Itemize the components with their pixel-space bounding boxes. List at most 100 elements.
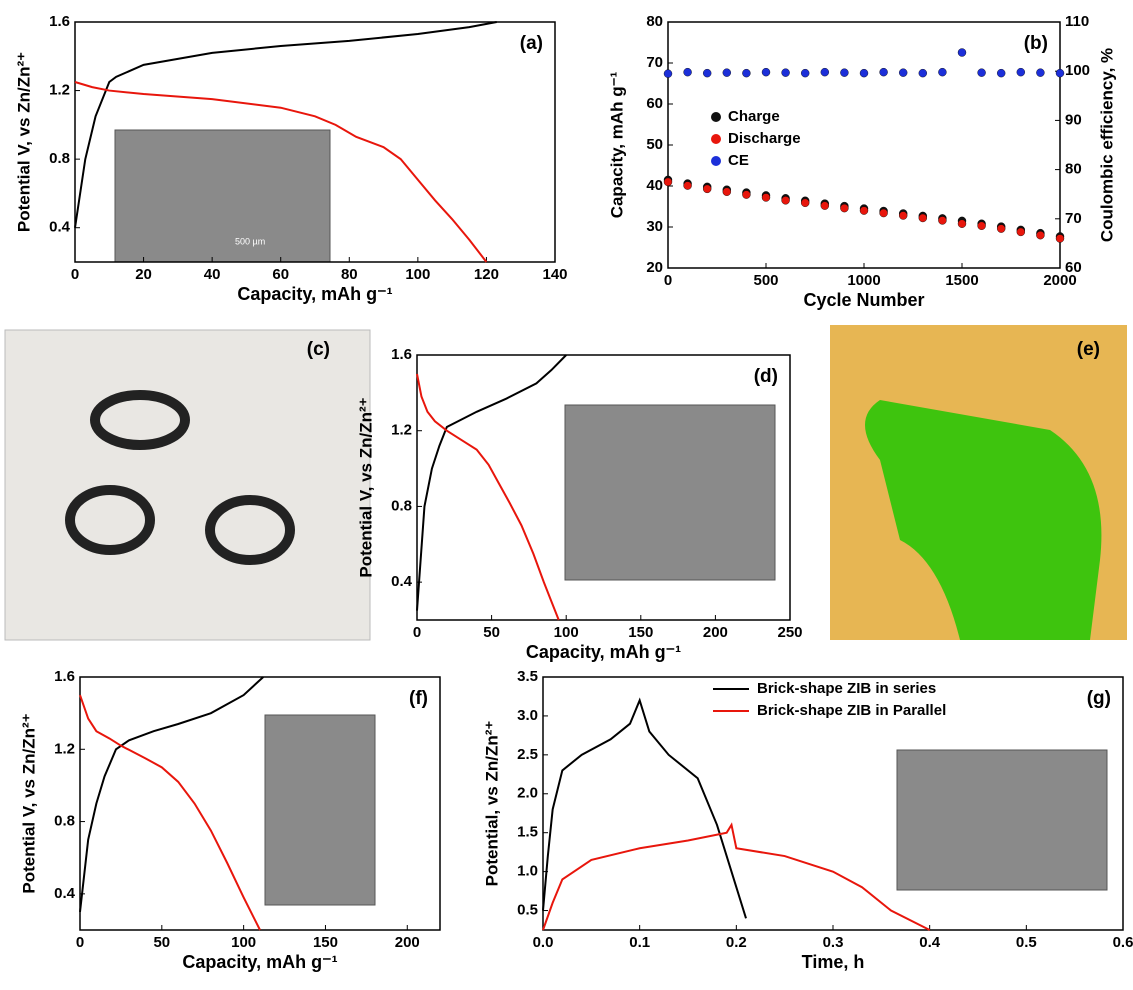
x-tick-label: 0.3 <box>823 934 844 951</box>
y-tick-label: 0.8 <box>49 150 70 167</box>
point <box>762 193 770 201</box>
photo-c <box>5 330 370 640</box>
x-axis-title: Capacity, mAh g⁻¹ <box>237 284 392 304</box>
point <box>762 68 770 76</box>
x-tick-label: 0.0 <box>533 934 554 951</box>
point <box>880 68 888 76</box>
point <box>821 202 829 210</box>
point <box>997 69 1005 77</box>
point <box>899 69 907 77</box>
line <box>543 825 930 930</box>
x-tick-label: 1000 <box>847 272 880 289</box>
y-tick-label: 20 <box>646 259 663 276</box>
legend-symbol <box>711 112 721 122</box>
y-tick-label: 40 <box>646 177 663 194</box>
point <box>801 199 809 207</box>
photo-inset <box>265 715 375 905</box>
x-axis-title: Cycle Number <box>803 290 924 310</box>
x-tick-label: 0.1 <box>629 934 650 951</box>
x-axis-title: Time, h <box>802 952 865 972</box>
line <box>80 677 263 912</box>
x-tick-label: 40 <box>204 266 221 283</box>
x-tick-label: 0.6 <box>1113 934 1133 951</box>
y-tick-label: 0.8 <box>54 813 75 830</box>
y-tick-label: 70 <box>646 54 663 71</box>
figure: (c) (e) 500 µm0204060801001201400.40.81.… <box>0 0 1133 985</box>
y-tick-label: 0.4 <box>54 885 76 902</box>
y-axis-title: Potential, vs Zn/Zn²⁺ <box>482 721 501 887</box>
point <box>703 185 711 193</box>
point <box>860 207 868 215</box>
x-axis-title: Capacity, mAh g⁻¹ <box>526 642 681 662</box>
panel-label: (g) <box>1087 688 1111 709</box>
panel-label: (f) <box>409 688 428 709</box>
y-axis-title: Potential V, vs Zn/Zn²⁺ <box>14 52 33 232</box>
x-tick-label: 120 <box>474 266 499 283</box>
x-tick-label: 200 <box>703 624 728 641</box>
x-tick-label: 20 <box>135 266 152 283</box>
x-tick-label: 60 <box>272 266 289 283</box>
x-tick-label: 0 <box>71 266 79 283</box>
y-axis-title: Capacity, mAh g⁻¹ <box>607 71 626 218</box>
y-axis-title: Potential V, vs Zn/Zn²⁺ <box>356 397 375 577</box>
y-tick-label: 1.6 <box>49 13 70 30</box>
point <box>1036 69 1044 77</box>
y-tick-label: 1.2 <box>49 82 70 99</box>
point <box>723 69 731 77</box>
y-tick-label: 1.2 <box>391 422 412 439</box>
y-tick-label: 0.5 <box>517 902 538 919</box>
point <box>919 214 927 222</box>
point <box>1056 234 1064 242</box>
panel-label: (b) <box>1024 33 1048 54</box>
legend-label: Charge <box>728 108 780 125</box>
point <box>997 225 1005 233</box>
point <box>684 182 692 190</box>
y-tick-label: 0.4 <box>49 219 71 236</box>
plot-frame <box>80 677 440 930</box>
point <box>664 70 672 78</box>
point <box>899 212 907 220</box>
point <box>880 209 888 217</box>
legend-label: CE <box>728 152 749 169</box>
x-tick-label: 150 <box>313 934 338 951</box>
point <box>860 69 868 77</box>
x-tick-label: 80 <box>341 266 358 283</box>
x-tick-label: 0 <box>413 624 421 641</box>
legend-label: Discharge <box>728 130 801 147</box>
y-axis-title: Potential V, vs Zn/Zn²⁺ <box>19 713 38 893</box>
x-tick-label: 0.4 <box>919 934 941 951</box>
x-tick-label: 100 <box>554 624 579 641</box>
x-tick-label: 200 <box>395 934 420 951</box>
point <box>703 69 711 77</box>
x-tick-label: 250 <box>777 624 802 641</box>
x-tick-label: 0.5 <box>1016 934 1037 951</box>
point <box>1056 69 1064 77</box>
x-tick-label: 500 <box>753 272 778 289</box>
x-tick-label: 1500 <box>945 272 978 289</box>
y-tick-label: 2.0 <box>517 785 538 802</box>
x-tick-label: 150 <box>628 624 653 641</box>
y2-axis-title: Coulombic efficiency, % <box>1097 48 1116 242</box>
point <box>938 216 946 224</box>
point <box>821 68 829 76</box>
y-tick-label: 1.2 <box>54 740 75 757</box>
photo-inset <box>115 130 330 262</box>
point <box>801 69 809 77</box>
point <box>978 222 986 230</box>
x-tick-label: 100 <box>405 266 430 283</box>
legend-label: Brick-shape ZIB in series <box>757 680 936 697</box>
point <box>958 220 966 228</box>
x-tick-label: 100 <box>231 934 256 951</box>
legend-symbol <box>711 156 721 166</box>
point <box>782 69 790 77</box>
y2-tick-label: 90 <box>1065 111 1082 128</box>
panel-label: (c) <box>307 339 330 360</box>
point <box>978 69 986 77</box>
y2-tick-label: 60 <box>1065 259 1082 276</box>
y-tick-label: 60 <box>646 95 663 112</box>
point <box>1017 228 1025 236</box>
line <box>417 355 566 611</box>
y-tick-label: 50 <box>646 136 663 153</box>
y-tick-label: 3.0 <box>517 707 538 724</box>
point <box>938 68 946 76</box>
